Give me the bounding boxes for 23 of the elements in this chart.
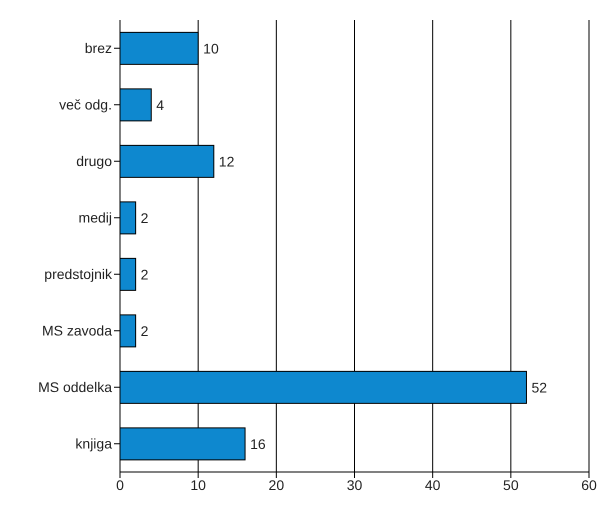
y-tick-label: predstojnik xyxy=(44,266,113,282)
data-label: 52 xyxy=(531,379,548,396)
x-tick-label: 30 xyxy=(346,476,362,493)
x-tick-label: 0 xyxy=(116,476,124,493)
data-label: 12 xyxy=(218,153,235,170)
y-tick-label: MS oddelka xyxy=(38,379,112,396)
y-tick-label: več odg. xyxy=(59,96,112,113)
data-label: 10 xyxy=(203,40,219,56)
x-tick-label: 60 xyxy=(581,476,597,493)
x-tick-label: 40 xyxy=(424,476,441,493)
y-tick-label: drugo xyxy=(76,153,112,170)
x-tick-label: 50 xyxy=(503,476,519,493)
x-tick-label: 20 xyxy=(268,476,284,493)
y-tick-label: medij xyxy=(78,210,112,226)
y-tick-label: knjiga xyxy=(75,436,112,452)
data-label: 2 xyxy=(140,322,149,339)
data-label: 2 xyxy=(140,266,149,282)
data-label: 4 xyxy=(156,96,164,113)
x-tick-label: 10 xyxy=(190,476,206,493)
data-label: 2 xyxy=(140,210,149,226)
y-tick-label: MS zavoda xyxy=(42,322,112,339)
y-tick-label: brez xyxy=(84,40,112,56)
data-label: 16 xyxy=(250,436,266,452)
